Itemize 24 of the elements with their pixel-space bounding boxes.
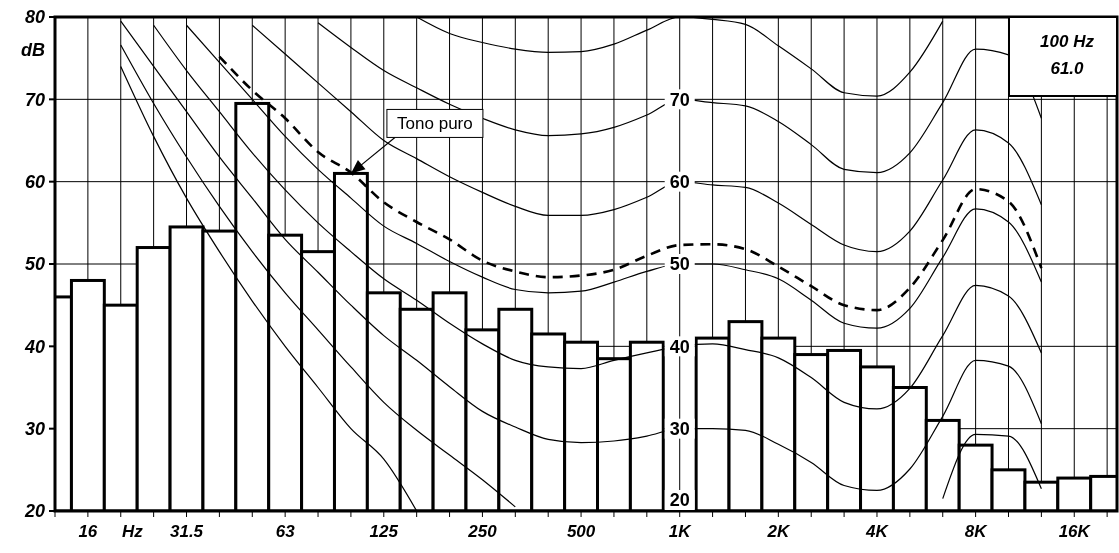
- x-tick-label: 16K: [1058, 522, 1092, 541]
- x-tick-label: 125: [369, 522, 399, 541]
- y-axis-title: dB: [21, 40, 45, 61]
- y-tick-label: 20: [23, 501, 45, 522]
- x-tick-label: 1K: [668, 522, 693, 541]
- y-tick-label: 70: [24, 89, 45, 110]
- annotation: 61.0: [1050, 58, 1085, 78]
- x-tick-label: 31.5: [169, 522, 204, 541]
- x-tick-label: 4K: [865, 522, 890, 541]
- x-tick-label: 250: [467, 522, 498, 541]
- y-tick-label: 80: [24, 7, 45, 28]
- annotation: 20: [669, 490, 690, 511]
- x-tick-label: 2K: [766, 522, 791, 541]
- y-tick-label: 40: [23, 336, 45, 357]
- annotation: Tono puro: [397, 114, 473, 134]
- annotation: 100 Hz: [1040, 31, 1095, 51]
- x-tick-label: 16: [78, 522, 98, 541]
- x-tick-label: 8K: [964, 522, 989, 541]
- y-tick-label: 50: [24, 254, 45, 275]
- x-tick-label: 63: [275, 522, 296, 541]
- y-tick-label: 30: [24, 418, 45, 439]
- y-tick-label: 60: [24, 171, 45, 192]
- x-axis-title: Hz: [121, 522, 144, 541]
- x-tick-label: 500: [566, 522, 596, 541]
